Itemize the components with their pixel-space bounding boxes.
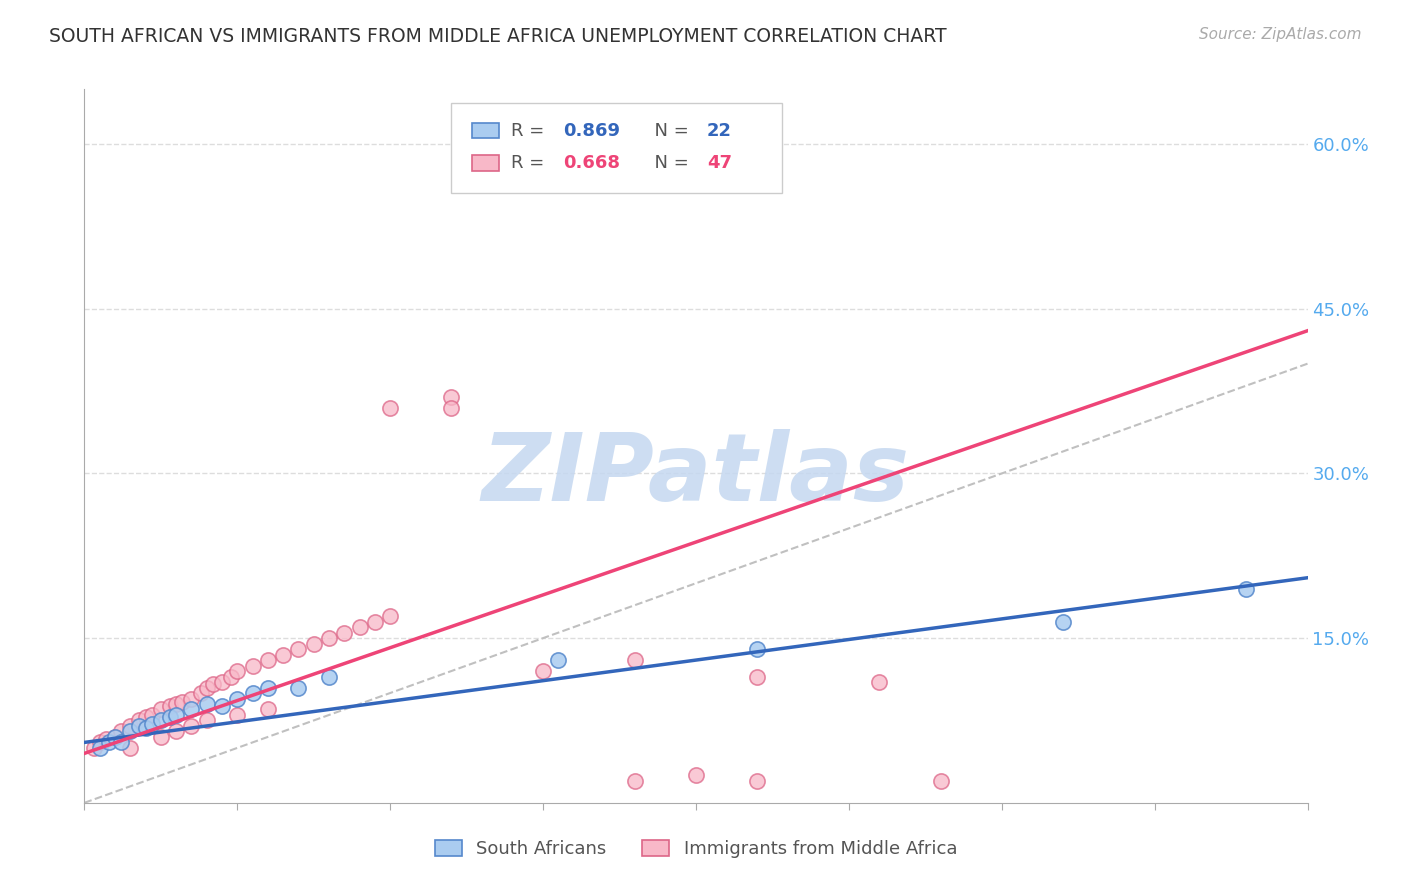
Point <box>226 691 249 706</box>
Point <box>271 648 294 662</box>
Point <box>287 681 309 695</box>
Point <box>547 653 569 667</box>
Point <box>226 708 249 723</box>
Point <box>135 710 157 724</box>
Point <box>149 714 172 728</box>
Point <box>141 708 163 723</box>
Point <box>226 664 249 678</box>
Point <box>685 768 707 782</box>
Text: N =: N = <box>644 153 695 171</box>
Point <box>302 637 325 651</box>
Point <box>318 669 340 683</box>
FancyBboxPatch shape <box>472 155 499 170</box>
Point <box>172 695 194 709</box>
Point <box>195 697 218 711</box>
Point <box>211 675 233 690</box>
Point <box>440 390 463 404</box>
Point <box>747 669 769 683</box>
Point <box>128 719 150 733</box>
Point <box>1052 615 1074 629</box>
Point <box>195 714 218 728</box>
Point <box>159 699 181 714</box>
Point <box>110 724 132 739</box>
Text: SOUTH AFRICAN VS IMMIGRANTS FROM MIDDLE AFRICA UNEMPLOYMENT CORRELATION CHART: SOUTH AFRICAN VS IMMIGRANTS FROM MIDDLE … <box>49 27 946 45</box>
Point <box>257 653 280 667</box>
Point <box>149 730 172 744</box>
Point <box>120 724 142 739</box>
Point <box>349 620 371 634</box>
Point <box>624 653 647 667</box>
Point <box>257 702 280 716</box>
Point <box>287 642 309 657</box>
Text: 22: 22 <box>707 121 733 139</box>
Point <box>364 615 387 629</box>
Point <box>380 401 402 415</box>
Point <box>318 631 340 645</box>
Point <box>747 773 769 788</box>
Point <box>120 740 142 755</box>
Point <box>110 735 132 749</box>
Point <box>201 677 224 691</box>
Point <box>257 681 280 695</box>
Point <box>165 724 187 739</box>
Point <box>242 686 264 700</box>
Legend: South Africans, Immigrants from Middle Africa: South Africans, Immigrants from Middle A… <box>427 832 965 865</box>
Point <box>94 732 117 747</box>
Point <box>120 719 142 733</box>
Point <box>128 714 150 728</box>
Point <box>731 169 754 184</box>
Point <box>180 702 202 716</box>
Point <box>180 691 202 706</box>
FancyBboxPatch shape <box>451 103 782 193</box>
Text: ZIPatlas: ZIPatlas <box>482 428 910 521</box>
Point <box>104 730 127 744</box>
Text: N =: N = <box>644 121 695 139</box>
Point <box>190 686 212 700</box>
Point <box>180 719 202 733</box>
Point <box>1236 582 1258 596</box>
Point <box>97 735 120 749</box>
Point <box>380 609 402 624</box>
Point <box>747 642 769 657</box>
Point <box>135 721 157 735</box>
Point <box>89 740 111 755</box>
Point <box>869 675 891 690</box>
Point <box>219 669 242 683</box>
Point <box>440 401 463 415</box>
Text: 0.668: 0.668 <box>562 153 620 171</box>
Point <box>159 710 181 724</box>
Point <box>195 681 218 695</box>
Text: 47: 47 <box>707 153 733 171</box>
Point <box>141 716 163 731</box>
Point <box>83 740 105 755</box>
Point <box>89 735 111 749</box>
Point <box>165 708 187 723</box>
Point <box>165 697 187 711</box>
Text: Source: ZipAtlas.com: Source: ZipAtlas.com <box>1198 27 1361 42</box>
Point <box>211 699 233 714</box>
Text: 0.869: 0.869 <box>562 121 620 139</box>
Point <box>104 730 127 744</box>
Point <box>531 664 554 678</box>
Point <box>149 702 172 716</box>
Point <box>333 625 356 640</box>
Point <box>624 773 647 788</box>
FancyBboxPatch shape <box>472 123 499 138</box>
Text: R =: R = <box>512 121 550 139</box>
Point <box>929 773 952 788</box>
Point <box>242 658 264 673</box>
Text: R =: R = <box>512 153 550 171</box>
